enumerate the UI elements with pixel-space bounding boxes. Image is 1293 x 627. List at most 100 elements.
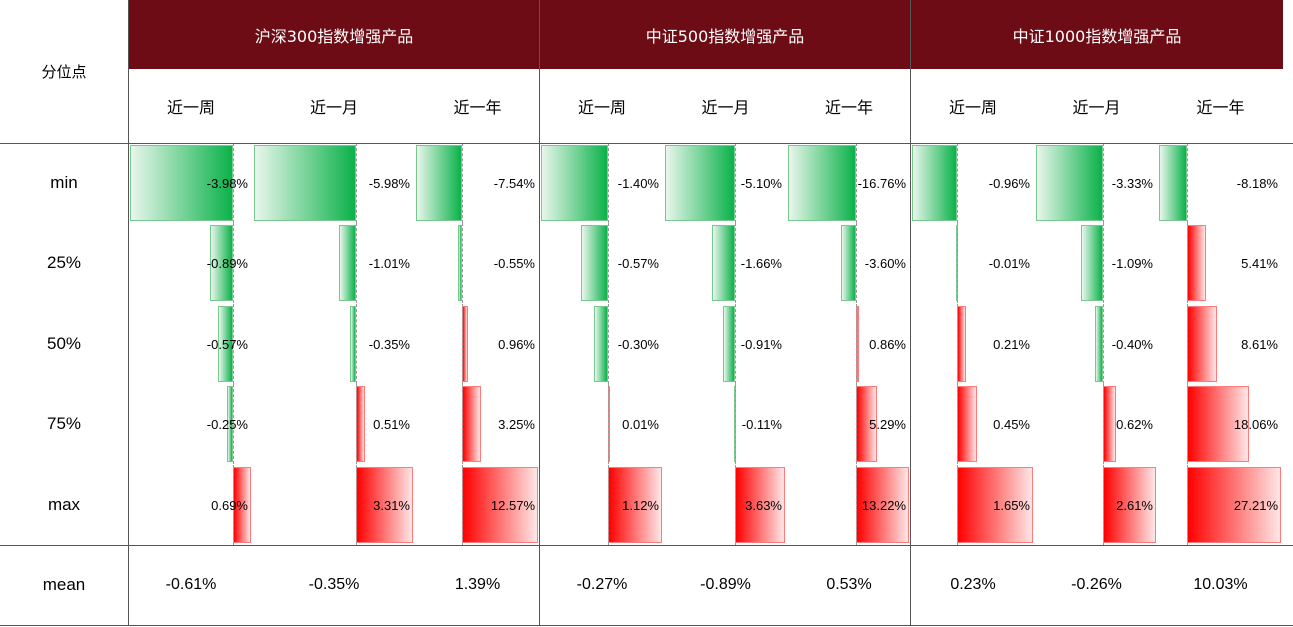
data-label: 3.25% xyxy=(498,416,535,432)
zero-axis xyxy=(608,304,610,384)
zero-axis xyxy=(855,384,857,464)
negative-bar xyxy=(218,306,234,382)
negative-bar xyxy=(130,145,234,221)
zero-axis xyxy=(735,465,737,545)
positive-bar xyxy=(461,386,482,462)
data-label: -0.01% xyxy=(988,255,1030,271)
data-cell: 27.21% xyxy=(1159,465,1281,545)
zero-axis xyxy=(1103,384,1105,464)
positive-bar xyxy=(608,467,662,543)
negative-bar xyxy=(593,306,609,382)
zero-axis xyxy=(608,465,610,545)
data-cell: -0.01% xyxy=(912,223,1033,303)
data-label: 18.06% xyxy=(1233,416,1278,432)
zero-axis xyxy=(233,304,235,384)
mean-value: 0.23% xyxy=(950,576,996,593)
data-cell: 1.65% xyxy=(912,465,1033,545)
data-cell: -0.57% xyxy=(541,223,662,303)
data-cell: -1.09% xyxy=(1036,223,1156,303)
period-header: 近一周 xyxy=(948,98,997,117)
data-label: -0.57% xyxy=(617,255,659,271)
zero-axis xyxy=(735,304,737,384)
mean-value: -0.27% xyxy=(576,576,628,593)
data-cell: -3.98% xyxy=(130,143,251,223)
row-label: 25% xyxy=(46,253,82,272)
zero-axis xyxy=(608,223,610,303)
data-label: 12.57% xyxy=(490,497,535,513)
negative-bar xyxy=(541,145,609,221)
data-cell: -0.89% xyxy=(130,223,251,303)
data-cell: -1.40% xyxy=(541,143,662,223)
zero-axis xyxy=(956,465,958,545)
period-header: 近一年 xyxy=(824,98,873,117)
positive-bar xyxy=(356,386,366,462)
negative-bar xyxy=(339,225,357,301)
negative-bar xyxy=(458,225,462,301)
positive-bar xyxy=(855,467,909,543)
mean-value: -0.61% xyxy=(165,576,217,593)
negative-bar xyxy=(1036,145,1104,221)
row-label: 50% xyxy=(46,334,82,353)
row-label: min xyxy=(50,173,78,192)
data-cell: -0.55% xyxy=(416,223,538,303)
data-label: 0.62% xyxy=(1116,416,1153,432)
data-label: -0.89% xyxy=(206,255,248,271)
data-label: -0.55% xyxy=(493,255,535,271)
vertical-divider xyxy=(539,0,540,626)
negative-bar xyxy=(350,306,357,382)
zero-axis xyxy=(735,143,737,223)
row-label: 75% xyxy=(46,414,82,433)
positive-bar xyxy=(1103,467,1156,543)
mean-value: 0.53% xyxy=(826,576,872,593)
data-cell: -0.40% xyxy=(1036,304,1156,384)
zero-axis xyxy=(356,465,358,545)
zero-axis xyxy=(1187,223,1189,303)
zero-axis xyxy=(855,465,857,545)
data-label: -0.91% xyxy=(740,336,782,352)
data-cell: 0.86% xyxy=(788,304,909,384)
negative-bar xyxy=(665,145,736,221)
data-cell: -3.33% xyxy=(1036,143,1156,223)
data-label: -5.98% xyxy=(368,175,410,191)
zero-axis xyxy=(956,223,958,303)
negative-bar xyxy=(912,145,957,221)
data-label: -16.76% xyxy=(857,175,906,191)
period-header: 近一周 xyxy=(577,98,626,117)
mean-value: -0.26% xyxy=(1071,576,1122,593)
zero-axis xyxy=(956,143,958,223)
negative-bar xyxy=(210,225,234,301)
group-header-hs300: 沪深300指数增强产品 xyxy=(129,0,539,69)
data-label: 0.21% xyxy=(993,336,1030,352)
negative-bar xyxy=(788,145,856,221)
zero-axis xyxy=(855,143,857,223)
data-cell: -0.91% xyxy=(665,304,785,384)
zero-axis xyxy=(1103,304,1105,384)
data-label: 3.63% xyxy=(745,497,782,513)
data-label: -0.35% xyxy=(368,336,410,352)
data-label: 0.45% xyxy=(993,416,1030,432)
zero-axis xyxy=(233,465,235,545)
data-label: 1.65% xyxy=(993,497,1030,513)
data-cell: 0.51% xyxy=(254,384,413,464)
zero-axis xyxy=(233,143,235,223)
data-cell: -0.96% xyxy=(912,143,1033,223)
negative-bar xyxy=(1095,306,1104,382)
negative-bar xyxy=(722,306,736,382)
negative-bar xyxy=(416,145,462,221)
data-label: -1.66% xyxy=(740,255,782,271)
zero-axis xyxy=(1187,384,1189,464)
mean-value: -0.89% xyxy=(700,576,751,593)
data-label: 2.61% xyxy=(1116,497,1153,513)
zero-axis xyxy=(461,465,463,545)
zero-axis xyxy=(461,304,463,384)
zero-axis xyxy=(233,384,235,464)
mean-value: 1.39% xyxy=(454,576,501,593)
data-label: 1.12% xyxy=(622,497,659,513)
zero-axis xyxy=(956,384,958,464)
zero-axis xyxy=(1103,143,1105,223)
data-cell: 0.96% xyxy=(416,304,538,384)
data-label: -0.96% xyxy=(988,175,1030,191)
zero-axis xyxy=(608,384,610,464)
data-cell: -0.25% xyxy=(130,384,251,464)
